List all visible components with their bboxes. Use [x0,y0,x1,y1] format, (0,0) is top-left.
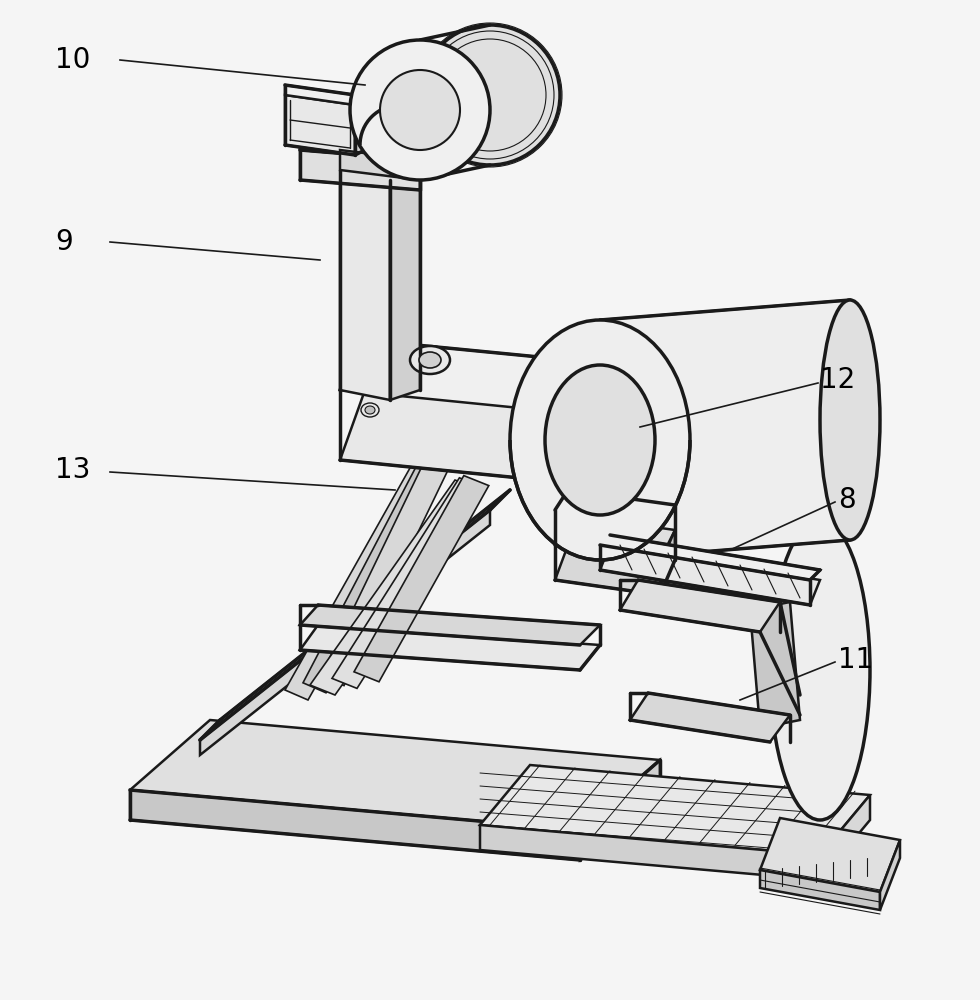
Polygon shape [300,135,420,160]
Text: 11: 11 [838,646,873,674]
Ellipse shape [420,25,560,165]
Polygon shape [600,300,850,560]
Polygon shape [200,490,510,740]
Polygon shape [600,545,820,605]
Polygon shape [300,150,420,190]
Polygon shape [555,545,675,595]
Polygon shape [600,535,820,580]
Ellipse shape [770,520,870,820]
Polygon shape [130,720,660,830]
Polygon shape [340,170,390,400]
Polygon shape [200,510,490,755]
Polygon shape [355,95,375,155]
Polygon shape [530,385,660,455]
Ellipse shape [419,352,441,368]
Text: 13: 13 [55,456,90,484]
Ellipse shape [361,403,379,417]
Polygon shape [340,340,570,410]
Polygon shape [580,760,660,860]
Polygon shape [285,420,460,700]
Polygon shape [354,476,489,682]
Polygon shape [390,175,420,400]
Polygon shape [820,795,870,880]
Polygon shape [530,345,660,400]
Text: 9: 9 [55,228,73,256]
Polygon shape [480,825,820,880]
Polygon shape [285,85,355,105]
Polygon shape [300,625,600,670]
Polygon shape [130,790,580,860]
Polygon shape [630,693,790,742]
Ellipse shape [350,40,490,180]
Polygon shape [303,416,466,693]
Ellipse shape [410,346,450,374]
Polygon shape [480,765,870,855]
Polygon shape [540,360,570,480]
Polygon shape [760,818,900,892]
Polygon shape [310,480,480,695]
Polygon shape [300,605,600,645]
Ellipse shape [380,70,460,150]
Polygon shape [880,840,900,910]
Polygon shape [620,580,780,632]
Polygon shape [760,870,880,910]
Polygon shape [321,413,470,686]
Ellipse shape [510,320,690,560]
Ellipse shape [545,365,655,515]
Ellipse shape [365,406,375,414]
Polygon shape [750,602,800,728]
Polygon shape [332,478,484,688]
Polygon shape [555,515,675,560]
Polygon shape [340,150,420,180]
Polygon shape [285,95,355,155]
Text: 12: 12 [820,366,856,394]
Text: 10: 10 [55,46,90,74]
Text: 8: 8 [838,486,856,514]
Polygon shape [660,530,675,595]
Polygon shape [340,390,570,480]
Ellipse shape [820,300,880,540]
